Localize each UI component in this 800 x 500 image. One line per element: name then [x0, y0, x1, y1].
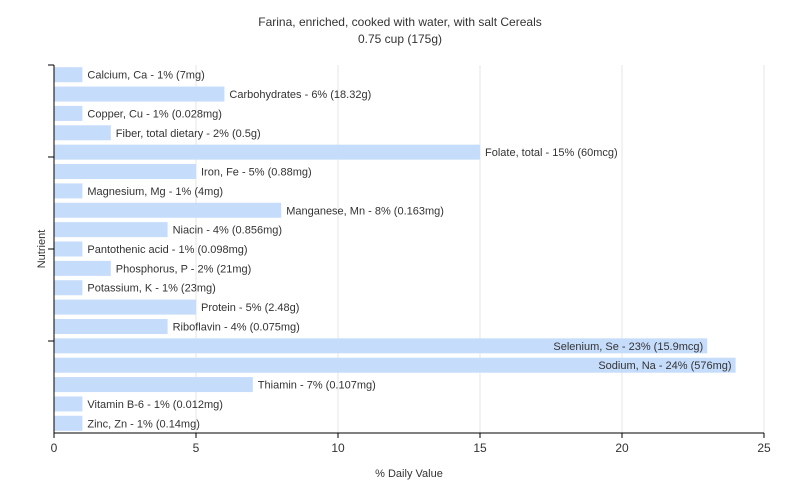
bar-label-6: Magnesium, Mg - 1% (4mg) [87, 186, 223, 198]
bar-11 [54, 280, 83, 296]
bar-4 [54, 144, 480, 160]
y-axis-label: Nutrient [36, 230, 48, 269]
x-tick-label-5: 25 [757, 441, 771, 455]
bar-label-15: Sodium, Na - 24% (576mg) [598, 360, 731, 372]
bar-5 [54, 164, 196, 180]
bar-17 [54, 396, 83, 412]
x-tick-label-1: 5 [193, 441, 200, 455]
bar-8 [54, 222, 168, 238]
bar-15 [54, 357, 736, 373]
chart-title: Farina, enriched, cooked with water, wit… [258, 15, 542, 29]
bar-label-14: Selenium, Se - 23% (15.9mcg) [553, 341, 703, 353]
bar-13 [54, 318, 168, 334]
bar-label-13: Riboflavin - 4% (0.075mg) [173, 321, 300, 333]
x-tick-label-2: 10 [331, 441, 345, 455]
bar-3 [54, 125, 111, 141]
bar-16 [54, 377, 253, 393]
bar-label-0: Calcium, Ca - 1% (7mg) [87, 70, 204, 82]
bar-14 [54, 338, 708, 354]
bar-label-5: Iron, Fe - 5% (0.88mg) [201, 167, 312, 179]
bar-label-4: Folate, total - 15% (60mcg) [485, 147, 618, 159]
bar-label-9: Pantothenic acid - 1% (0.098mg) [87, 244, 247, 256]
x-tick-label-4: 20 [615, 441, 629, 455]
bar-0 [54, 67, 83, 83]
bar-1 [54, 86, 225, 102]
x-axis-label: % Daily Value [375, 468, 443, 480]
bar-label-2: Copper, Cu - 1% (0.028mg) [87, 108, 222, 120]
x-tick-label-0: 0 [51, 441, 58, 455]
bar-6 [54, 183, 83, 199]
bar-label-17: Vitamin B-6 - 1% (0.012mg) [87, 399, 223, 411]
bar-label-3: Fiber, total dietary - 2% (0.5g) [116, 128, 261, 140]
bar-label-7: Manganese, Mn - 8% (0.163mg) [286, 205, 444, 217]
bar-label-16: Thiamin - 7% (0.107mg) [258, 380, 376, 392]
x-tick-label-3: 15 [473, 441, 487, 455]
bar-label-18: Zinc, Zn - 1% (0.14mg) [87, 418, 199, 430]
bar-7 [54, 202, 282, 218]
bar-label-11: Potassium, K - 1% (23mg) [87, 283, 215, 295]
bar-2 [54, 105, 83, 121]
bar-10 [54, 260, 111, 276]
bar-label-8: Niacin - 4% (0.856mg) [173, 225, 282, 237]
bar-label-12: Protein - 5% (2.48g) [201, 302, 299, 314]
bar-label-10: Phosphorus, P - 2% (21mg) [116, 263, 252, 275]
bar-18 [54, 415, 83, 431]
bar-label-1: Carbohydrates - 6% (18.32g) [229, 89, 371, 101]
bar-9 [54, 241, 83, 257]
chart-subtitle: 0.75 cup (175g) [357, 32, 443, 46]
bar-12 [54, 299, 196, 315]
